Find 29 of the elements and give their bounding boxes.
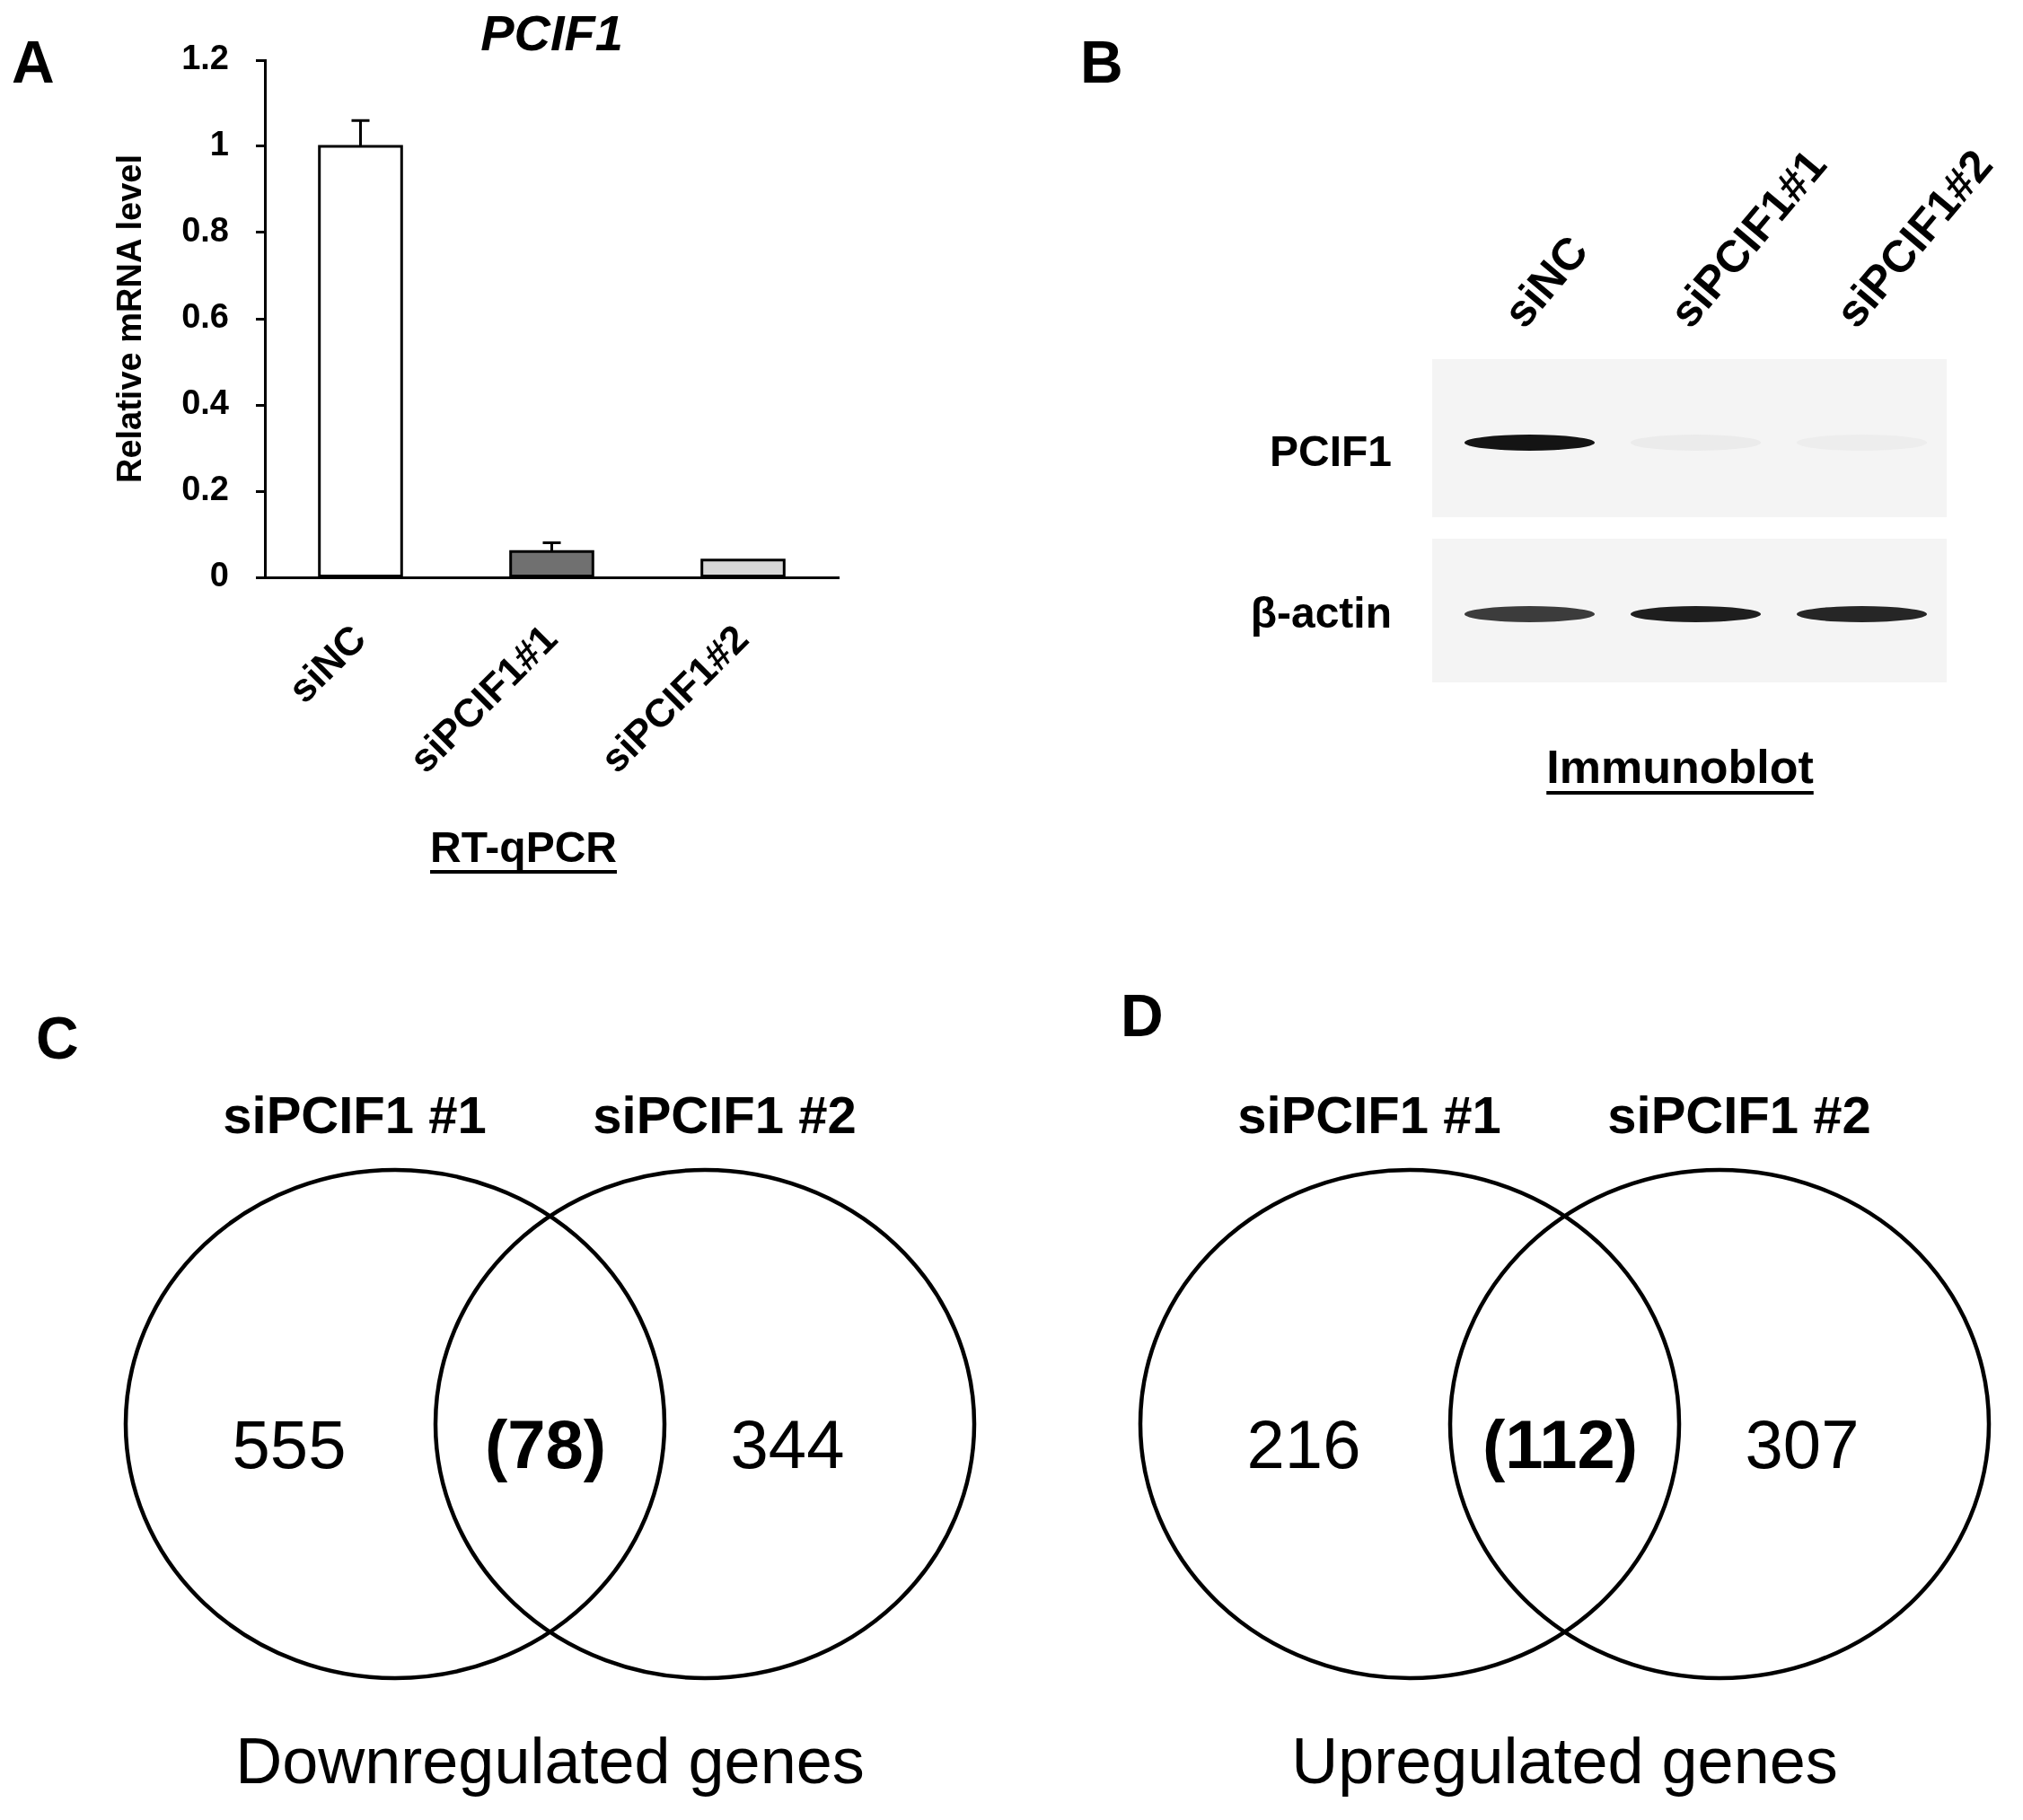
data-label: (78): [484, 1406, 607, 1482]
data-label: (112): [1482, 1406, 1639, 1482]
y-axis-title: Relative mRNA level: [110, 154, 149, 484]
category-label: siPCIF1 #1: [223, 1086, 487, 1144]
data-label: 555: [232, 1406, 347, 1482]
category-label: PCIF1: [1269, 427, 1392, 476]
category-label: siPCIF1 #2: [1607, 1086, 1871, 1144]
category-label: β-actin: [1250, 589, 1392, 637]
text: B: [1080, 29, 1123, 96]
text: D: [1121, 982, 1164, 1050]
y-tick-label: 0.8: [181, 211, 229, 250]
y-tick-label: 0: [209, 556, 229, 594]
data-label: 344: [730, 1406, 845, 1482]
text: A: [12, 29, 55, 96]
text: Immunoblot: [1546, 740, 1814, 793]
data-label: 307: [1745, 1406, 1860, 1482]
x-axis-title: RT-qPCR: [430, 823, 617, 871]
y-tick-label: 0.6: [181, 297, 229, 336]
y-tick-label: 1.2: [181, 39, 229, 77]
category-label: siPCIF1 #2: [593, 1086, 857, 1144]
chart-title: PCIF1: [480, 4, 623, 61]
text: C: [36, 1005, 79, 1072]
text: Downregulated genes: [235, 1725, 865, 1797]
data-label: 216: [1246, 1406, 1361, 1482]
y-tick-label: 0.4: [181, 383, 229, 422]
text: Upregulated genes: [1291, 1725, 1838, 1797]
category-label: siPCIF1 #1: [1237, 1086, 1501, 1144]
y-tick-label: 0.2: [181, 470, 229, 508]
y-tick-label: 1: [209, 125, 229, 163]
